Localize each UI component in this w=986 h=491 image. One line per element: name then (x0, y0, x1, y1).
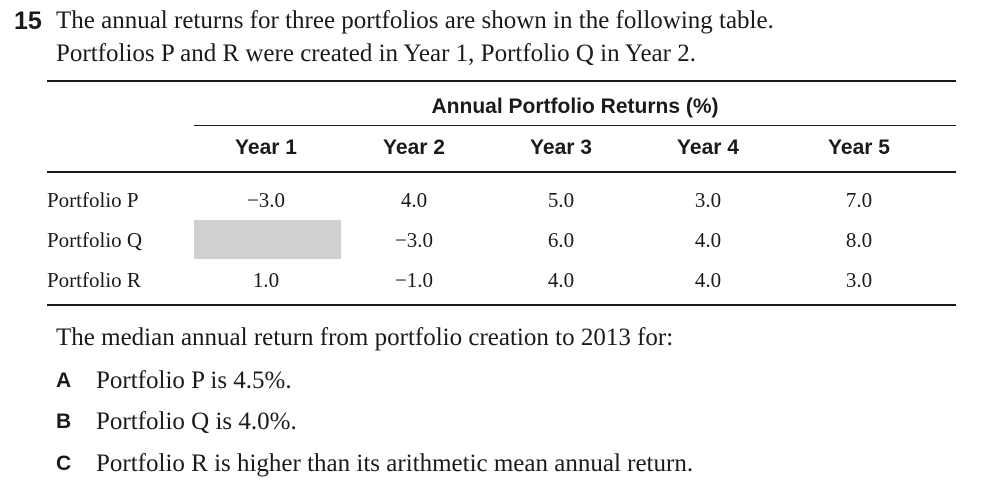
option-a-text[interactable]: Portfolio P is 4.5%. (96, 367, 292, 394)
column-header-year-5: Year 5 (828, 136, 890, 159)
option-c-text[interactable]: Portfolio R is higher than its arithmeti… (96, 450, 694, 477)
column-header-year-1: Year 1 (235, 136, 297, 159)
option-c-letter[interactable]: C (56, 452, 72, 475)
table-header-rule (47, 171, 956, 173)
cell-p-year-4: 3.0 (694, 188, 722, 212)
question-number: 15 (14, 7, 42, 35)
column-header-year-4: Year 4 (677, 136, 739, 159)
cell-p-year-1: −3.0 (246, 188, 286, 212)
table-title-underline (194, 125, 956, 126)
row-label-portfolio-r: Portfolio R (47, 268, 141, 292)
cell-p-year-3: 5.0 (547, 188, 575, 212)
cell-q-year-2: −3.0 (394, 228, 434, 252)
option-a-letter[interactable]: A (56, 369, 72, 392)
row-label-portfolio-p: Portfolio P (47, 188, 139, 212)
cell-r-year-3: 4.0 (547, 268, 575, 292)
cell-q-year-3: 6.0 (547, 228, 575, 252)
question-stem-line-1: The annual returns for three portfolios … (56, 7, 774, 34)
cell-r-year-5: 3.0 (845, 268, 873, 292)
cell-r-year-1: 1.0 (252, 268, 280, 292)
cell-q-year-4: 4.0 (694, 228, 722, 252)
column-header-year-3: Year 3 (530, 136, 592, 159)
option-b-letter[interactable]: B (56, 410, 72, 433)
table-bottom-rule (47, 304, 956, 306)
cell-q-year-5: 8.0 (845, 228, 873, 252)
option-b-text[interactable]: Portfolio Q is 4.0%. (96, 408, 297, 435)
table-title: Annual Portfolio Returns (%) (431, 95, 719, 118)
cell-p-year-5: 7.0 (845, 188, 873, 212)
blank-cell-portfolio-q-year-1 (194, 220, 341, 259)
question-prompt: The median annual return from portfolio … (56, 324, 674, 351)
cell-p-year-2: 4.0 (400, 188, 428, 212)
question-stem-line-2: Portfolios P and R were created in Year … (56, 40, 696, 67)
cell-r-year-2: −1.0 (394, 268, 434, 292)
cell-r-year-4: 4.0 (694, 268, 722, 292)
column-header-year-2: Year 2 (383, 136, 445, 159)
row-label-portfolio-q: Portfolio Q (47, 228, 143, 252)
table-top-rule (47, 80, 956, 82)
